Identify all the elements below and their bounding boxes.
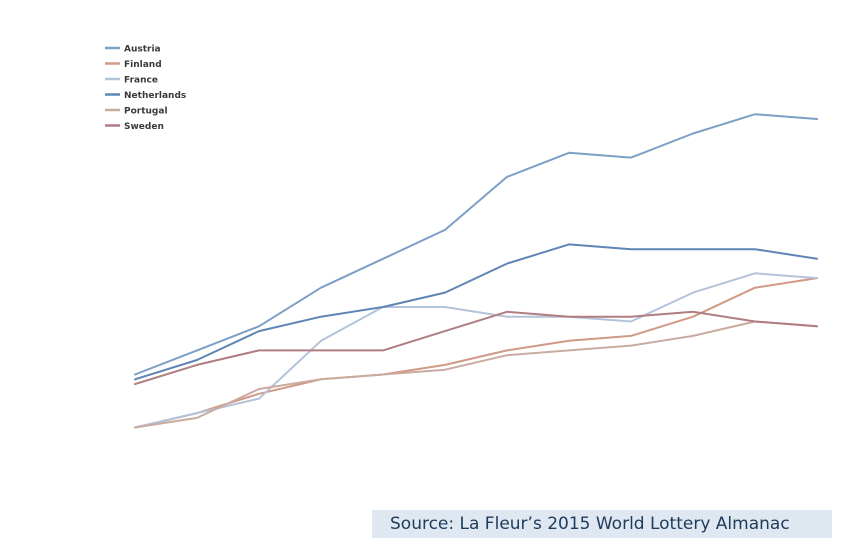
- series-line-austria: [134, 113, 818, 376]
- legend-label-france: France: [124, 76, 158, 86]
- series-line-sweden: [134, 310, 818, 386]
- series-line-finland: [134, 277, 818, 429]
- legend: Austria Finland France Netherlands Portugal S…: [105, 45, 186, 132]
- source-note: Source: La Fleur’s 2015 World Lottery Al…: [372, 510, 832, 538]
- legend-label-sweden: Sweden: [124, 122, 164, 132]
- series-lines: [134, 113, 818, 429]
- series-line-portugal: [134, 320, 818, 429]
- legend-label-finland: Finland: [124, 60, 162, 70]
- series-line-netherlands: [134, 243, 818, 381]
- legend-label-austria: Austria: [124, 45, 161, 55]
- series-line-france: [134, 272, 818, 429]
- legend-label-portugal: Portugal: [124, 107, 168, 117]
- legend-label-netherlands: Netherlands: [124, 91, 186, 101]
